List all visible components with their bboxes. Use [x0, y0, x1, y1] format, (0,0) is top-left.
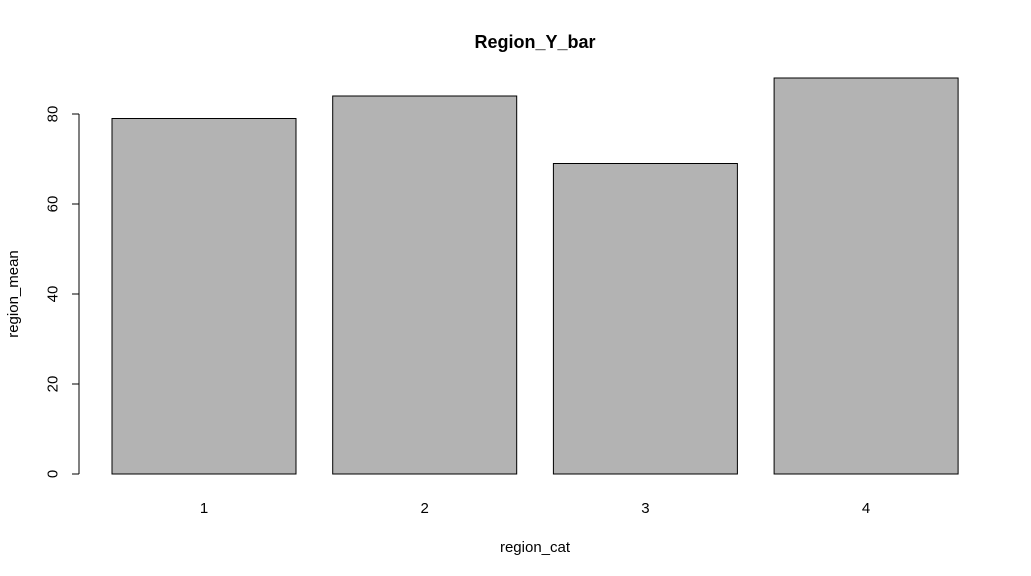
x-tick-label: 2: [421, 500, 429, 517]
x-axis-label: region_cat: [500, 539, 571, 556]
y-tick-label: 40: [45, 286, 62, 303]
y-tick-label: 60: [45, 196, 62, 213]
x-tick-label: 4: [862, 500, 870, 517]
y-tick-label: 0: [45, 470, 62, 478]
y-tick-label: 80: [45, 106, 62, 123]
x-tick-labels: 1 2 3 4: [200, 500, 870, 517]
bar-2: [332, 95, 518, 475]
chart-title: Region_Y_bar: [474, 32, 595, 52]
y-axis: 0 20 40 60 80: [45, 106, 80, 478]
x-tick-label: 3: [641, 500, 649, 517]
bar-3: [552, 163, 738, 475]
bar-4: [773, 77, 959, 475]
bar-1: [111, 118, 297, 475]
y-axis-label: region_mean: [5, 250, 22, 338]
x-tick-label: 1: [200, 500, 208, 517]
bars-group: [111, 77, 959, 475]
y-tick-label: 20: [45, 376, 62, 393]
